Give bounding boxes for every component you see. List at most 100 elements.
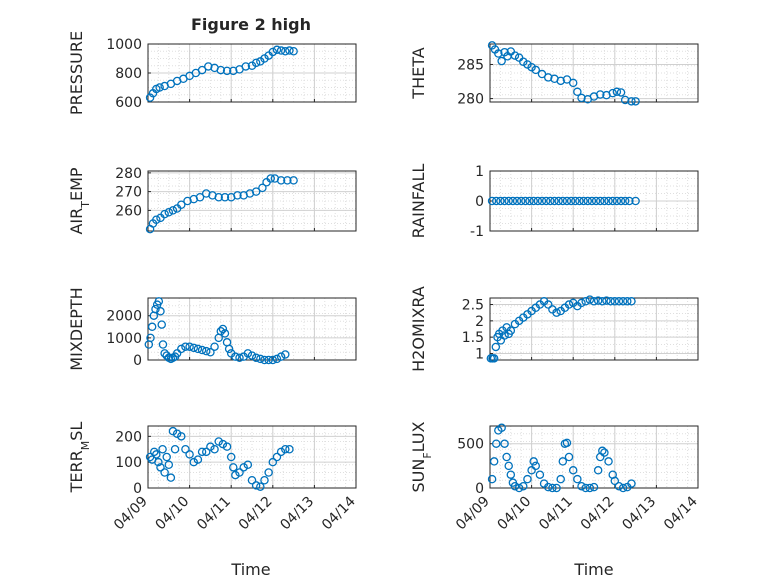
y-axis-label-part: SUN [409,459,428,493]
data-point [550,196,559,206]
data-point [154,457,163,467]
subplot-rainfall: -1 0 1 RAINFALL [409,164,699,240]
y-tick-label: 280 [457,92,484,108]
data-point [548,483,557,493]
data-point [600,448,609,457]
x-tick-label: 04/09 [453,494,493,534]
data-point [239,463,248,472]
data-point [487,196,497,206]
figure-title: Figure 2 high [191,15,311,34]
y-axis-label-part: EMP [67,167,86,201]
data-point [598,297,607,306]
data-point [604,196,613,206]
data-point [156,463,165,472]
y-axis-label-part: M [79,441,92,451]
data-point [508,196,518,206]
data-point [535,470,545,479]
data-point [627,479,636,488]
data-point [564,452,574,462]
y-axis-label: H2OMIXRA [409,286,428,372]
data-point [201,346,211,356]
data-point [181,342,190,351]
data-point [556,474,565,484]
data-point [214,437,223,446]
data-point [268,457,278,467]
data-point [149,447,159,457]
data-point [566,196,576,206]
x-tick-label: 04/11 [194,494,234,534]
subplot-sunflux: 0 500 04/09 04/10 04/11 04/12 04/13 04/14 SUNFLU… [409,421,701,533]
y-tick-label: 1 [475,164,484,180]
data-point [229,66,238,76]
data-point [489,457,499,466]
data-point [543,482,553,492]
data-point [558,457,568,466]
data-point [168,426,178,436]
data-point [571,196,580,206]
data-point [504,461,513,471]
data-point [598,446,607,456]
data-point [523,474,532,484]
data-point [581,483,590,493]
data-point [618,483,628,493]
data-point [620,95,630,105]
data-point [610,476,620,486]
y-tick-label: 285 [457,57,484,73]
data-point [516,196,526,206]
data-point [583,196,593,206]
data-point [268,355,278,365]
data-point [241,62,251,71]
data-point [562,438,572,448]
data-point [220,192,230,202]
data-point [285,444,294,454]
data-point [593,466,603,475]
y-tick-label: 2 [475,314,484,330]
data-point [575,196,584,206]
data-point [543,73,553,82]
data-point [264,468,273,477]
data-point [281,444,290,454]
data-point [541,196,551,206]
data-point [197,345,207,355]
data-point [170,444,180,454]
data-point [152,450,161,459]
data-point [251,353,261,363]
axes-box [489,43,699,103]
data-point [193,455,203,464]
data-point [243,349,253,358]
data-point [606,297,615,306]
x-tick-label: 04/14 [661,493,701,533]
data-point [256,482,265,491]
y-axis-label: SUNFLUX [409,421,434,492]
x-tick-label: 04/13 [619,494,659,534]
data-point [201,447,211,457]
data-point [218,439,228,449]
data-point [226,452,236,462]
subplot-pressure: 600 800 1000 PRESSURE [67,31,357,115]
data-point [243,460,253,469]
y-tick-label: 260 [115,203,142,219]
data-point [537,196,547,206]
data-point [247,351,257,360]
y-axis-label: RAINFALL [409,164,428,239]
data-point [593,296,603,305]
data-point [627,297,636,306]
data-point [172,429,182,438]
data-point [160,468,169,477]
data-point [216,65,226,75]
data-point [166,473,176,482]
data-point [562,75,572,84]
data-point [506,326,516,335]
data-point [525,196,534,206]
y-tick-label: 1000 [106,331,142,347]
y-axis-label: MIXDEPTH [67,287,86,370]
data-point [204,62,213,71]
data-point [529,196,538,206]
data-point [537,69,547,79]
data-point [220,329,230,338]
data-point [585,295,595,304]
x-tick-label: 04/10 [495,494,535,534]
data-point [612,196,622,206]
y-axis-label-part: F [421,452,434,458]
x-tick-label: 04/12 [236,494,276,534]
